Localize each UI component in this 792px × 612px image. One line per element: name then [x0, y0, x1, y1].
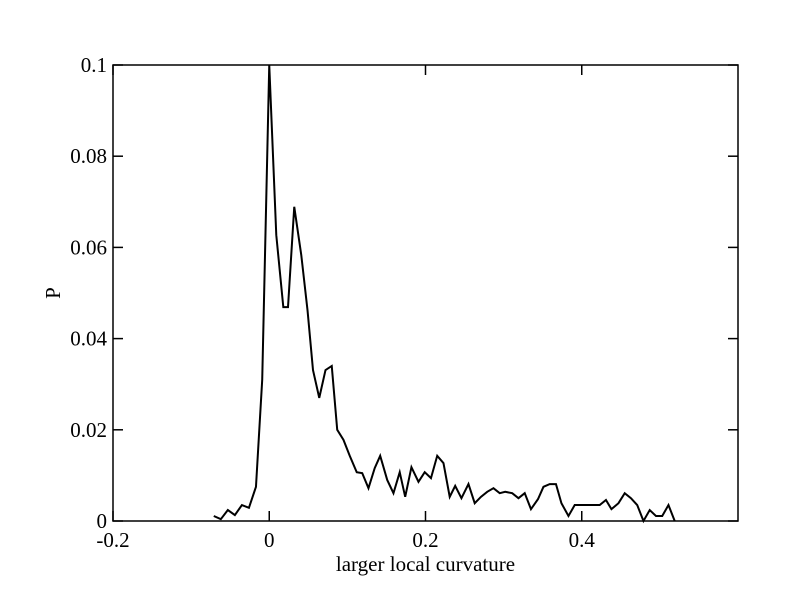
y-axis-label: P [41, 287, 65, 299]
y-tick-label: 0 [97, 509, 108, 533]
x-tick-label: 0.4 [569, 528, 596, 552]
plot-frame [112, 64, 739, 522]
x-tick-label: 0 [264, 528, 275, 552]
x-axis-label: larger local curvature [336, 552, 515, 576]
y-tick-label: 0.1 [81, 53, 107, 77]
data-line [213, 64, 676, 524]
y-tick-label: 0.06 [70, 235, 107, 259]
x-tick-label: -0.2 [96, 528, 129, 552]
y-tick-label: 0.02 [70, 418, 107, 442]
y-tick-label: 0.04 [70, 327, 107, 351]
y-tick-label: 0.08 [70, 144, 107, 168]
x-tick-label: 0.2 [412, 528, 438, 552]
